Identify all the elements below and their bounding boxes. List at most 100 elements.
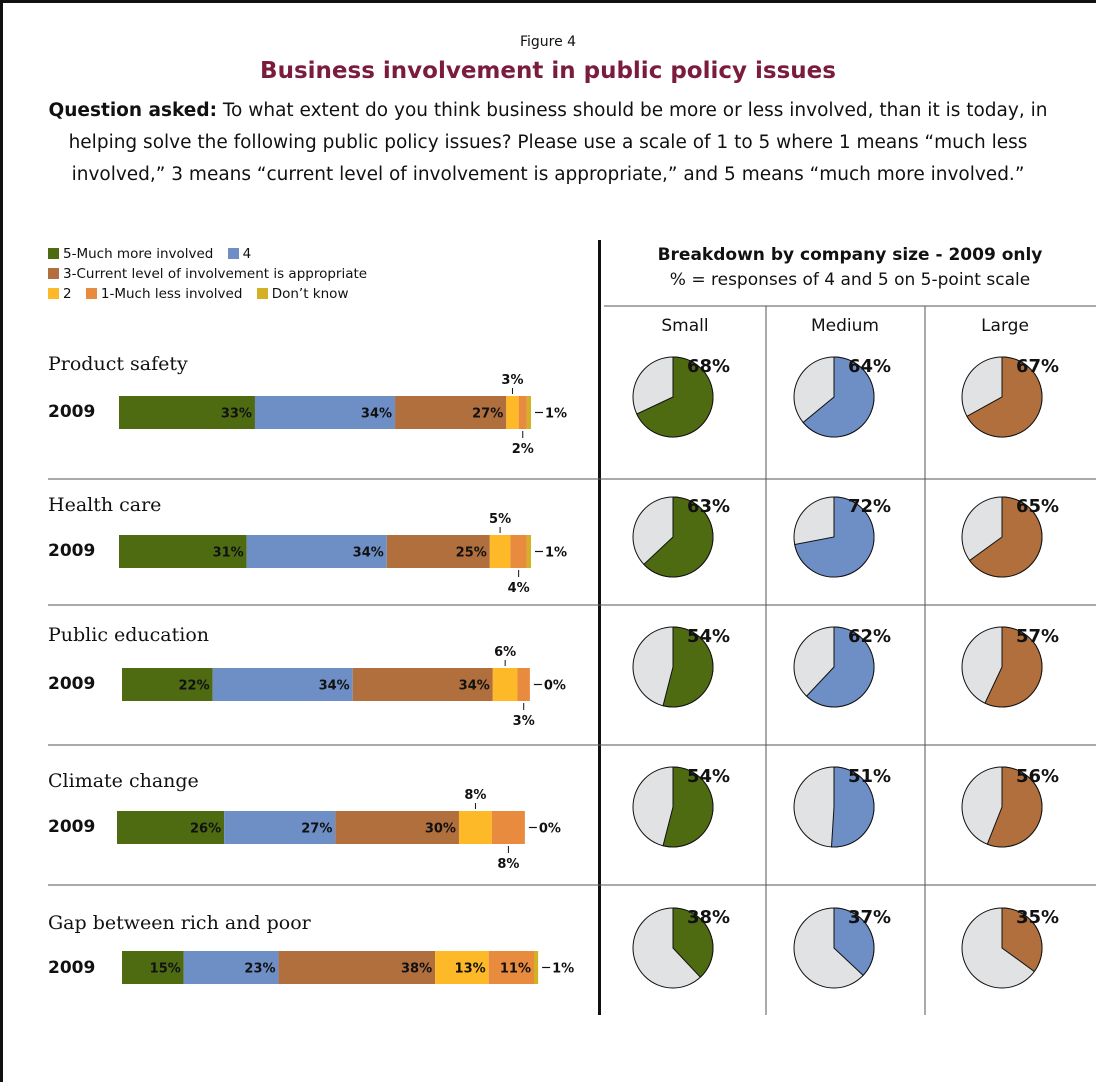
bar-segment-two xyxy=(458,811,492,844)
bar-value-label: 3% xyxy=(513,714,535,729)
chart-title: Business involvement in public policy is… xyxy=(260,58,836,84)
bar-segment-two xyxy=(492,668,518,701)
legend-item-1: 1-Much less involved xyxy=(85,286,243,302)
pie-value-label: 37% xyxy=(848,907,891,928)
pie-value-label: 57% xyxy=(1016,626,1059,647)
legend-label-4: 4 xyxy=(242,246,252,262)
bar-segment-much-more xyxy=(119,535,247,568)
column-header-small: Small xyxy=(661,316,709,336)
column-header-large: Large xyxy=(981,316,1029,336)
pie-value-label: 62% xyxy=(848,626,891,647)
bar-segment-two xyxy=(506,396,519,429)
bar-value-label: 1% xyxy=(552,962,574,977)
bar-segment-current xyxy=(335,811,459,844)
issue-label: Health care xyxy=(48,494,162,516)
legend-label-1: 1-Much less involved xyxy=(100,286,243,302)
pie-value-slice xyxy=(643,496,714,578)
bar-value-label: 1% xyxy=(545,407,567,422)
bar-segment-much-more xyxy=(122,951,184,984)
pie-value-label: 54% xyxy=(687,766,730,787)
pie-value-slice xyxy=(805,626,875,708)
year-label: 2009 xyxy=(48,541,96,561)
bar-value-label: 34% xyxy=(459,679,490,694)
bar-segment-dont-know xyxy=(534,951,539,984)
bar-segment-dont-know xyxy=(526,396,531,429)
legend-label-dk: Don’t know xyxy=(271,286,349,302)
bar-segment-four xyxy=(183,951,279,984)
bar-segment-current xyxy=(386,535,490,568)
pie-value-label: 38% xyxy=(687,907,730,928)
bar-value-label: 6% xyxy=(494,645,516,660)
bar-value-label: 33% xyxy=(221,407,252,422)
bar-segment-dont-know xyxy=(526,535,531,568)
bar-segment-four xyxy=(212,668,353,701)
pie-value-slice xyxy=(968,496,1043,578)
legend-swatch-4 xyxy=(227,248,239,259)
bar-segment-four xyxy=(254,396,396,429)
bar-value-label: 5% xyxy=(489,512,511,527)
pie-value-slice xyxy=(662,766,714,848)
bar-value-label: 22% xyxy=(179,679,210,694)
bar-segment-much-less xyxy=(518,396,527,429)
bar-segment-much-more xyxy=(122,668,213,701)
bar-segment-much-less xyxy=(510,535,527,568)
legend-label-5: 5-Much more involved xyxy=(63,246,214,262)
pie-value-slice xyxy=(794,496,875,578)
bar-segment-current xyxy=(278,951,436,984)
pie-value-slice xyxy=(662,626,714,708)
figure-label: Figure 4 xyxy=(519,34,577,50)
legend-label-3: 3-Current level of involvement is approp… xyxy=(63,266,368,282)
legend-swatch-dk xyxy=(256,288,268,299)
issue-label: Public education xyxy=(48,624,210,646)
pie-value-label: 64% xyxy=(848,356,891,377)
bar-value-label: 34% xyxy=(353,546,384,561)
bar-segment-much-less xyxy=(488,951,534,984)
bar-segment-two xyxy=(435,951,489,984)
bar-value-label: 3% xyxy=(501,373,523,388)
pie-value-slice xyxy=(966,356,1043,438)
bar-value-label: 34% xyxy=(361,407,392,422)
bar-segment-much-less xyxy=(517,668,530,701)
pie-value-label: 54% xyxy=(687,626,730,647)
legend-item-3: 3-Current level of involvement is approp… xyxy=(48,266,367,282)
pie-value-slice xyxy=(833,907,875,977)
bar-value-label: 0% xyxy=(544,679,566,694)
column-header-medium: Medium xyxy=(811,316,879,336)
bar-value-label: 15% xyxy=(150,962,181,977)
issue-label: Product safety xyxy=(48,353,188,375)
breakdown-title: Breakdown by company size - 2009 only xyxy=(657,245,1043,265)
pie-value-label: 68% xyxy=(687,356,730,377)
bar-value-label: 13% xyxy=(455,962,486,977)
bar-segment-four xyxy=(246,535,387,568)
question-body: To what extent do you think business sho… xyxy=(68,100,1048,185)
pie-value-slice xyxy=(1001,907,1043,973)
pie-value-slice xyxy=(984,626,1043,708)
bar-segment-four xyxy=(224,811,336,844)
issue-label: Climate change xyxy=(48,770,199,792)
pie-value-slice xyxy=(672,907,714,978)
bar-value-label: 8% xyxy=(464,788,486,803)
question-label: Question asked: xyxy=(48,100,217,121)
bar-value-label: 38% xyxy=(401,962,432,977)
legend-swatch-2 xyxy=(48,288,59,299)
bar-segment-current xyxy=(395,396,507,429)
bar-value-label: 0% xyxy=(539,822,561,837)
pie-value-label: 65% xyxy=(1016,496,1059,517)
legend-label-2: 2 xyxy=(63,286,72,302)
bar-value-label: 8% xyxy=(497,857,519,872)
bar-segment-much-more xyxy=(119,396,255,429)
legend-item-4: 4 xyxy=(227,246,252,262)
pie-value-slice xyxy=(986,766,1043,848)
year-label: 2009 xyxy=(48,674,96,694)
pie-value-slice xyxy=(636,356,714,438)
bar-value-label: 31% xyxy=(213,546,244,561)
bar-value-label: 11% xyxy=(500,962,531,977)
legend-item-dk: Don’t know xyxy=(256,286,349,302)
legend-swatch-3 xyxy=(48,268,59,279)
bar-value-label: 34% xyxy=(319,679,350,694)
issue-label: Gap between rich and poor xyxy=(48,912,311,934)
bar-segment-current xyxy=(352,668,493,701)
panel-divider xyxy=(598,240,601,1015)
